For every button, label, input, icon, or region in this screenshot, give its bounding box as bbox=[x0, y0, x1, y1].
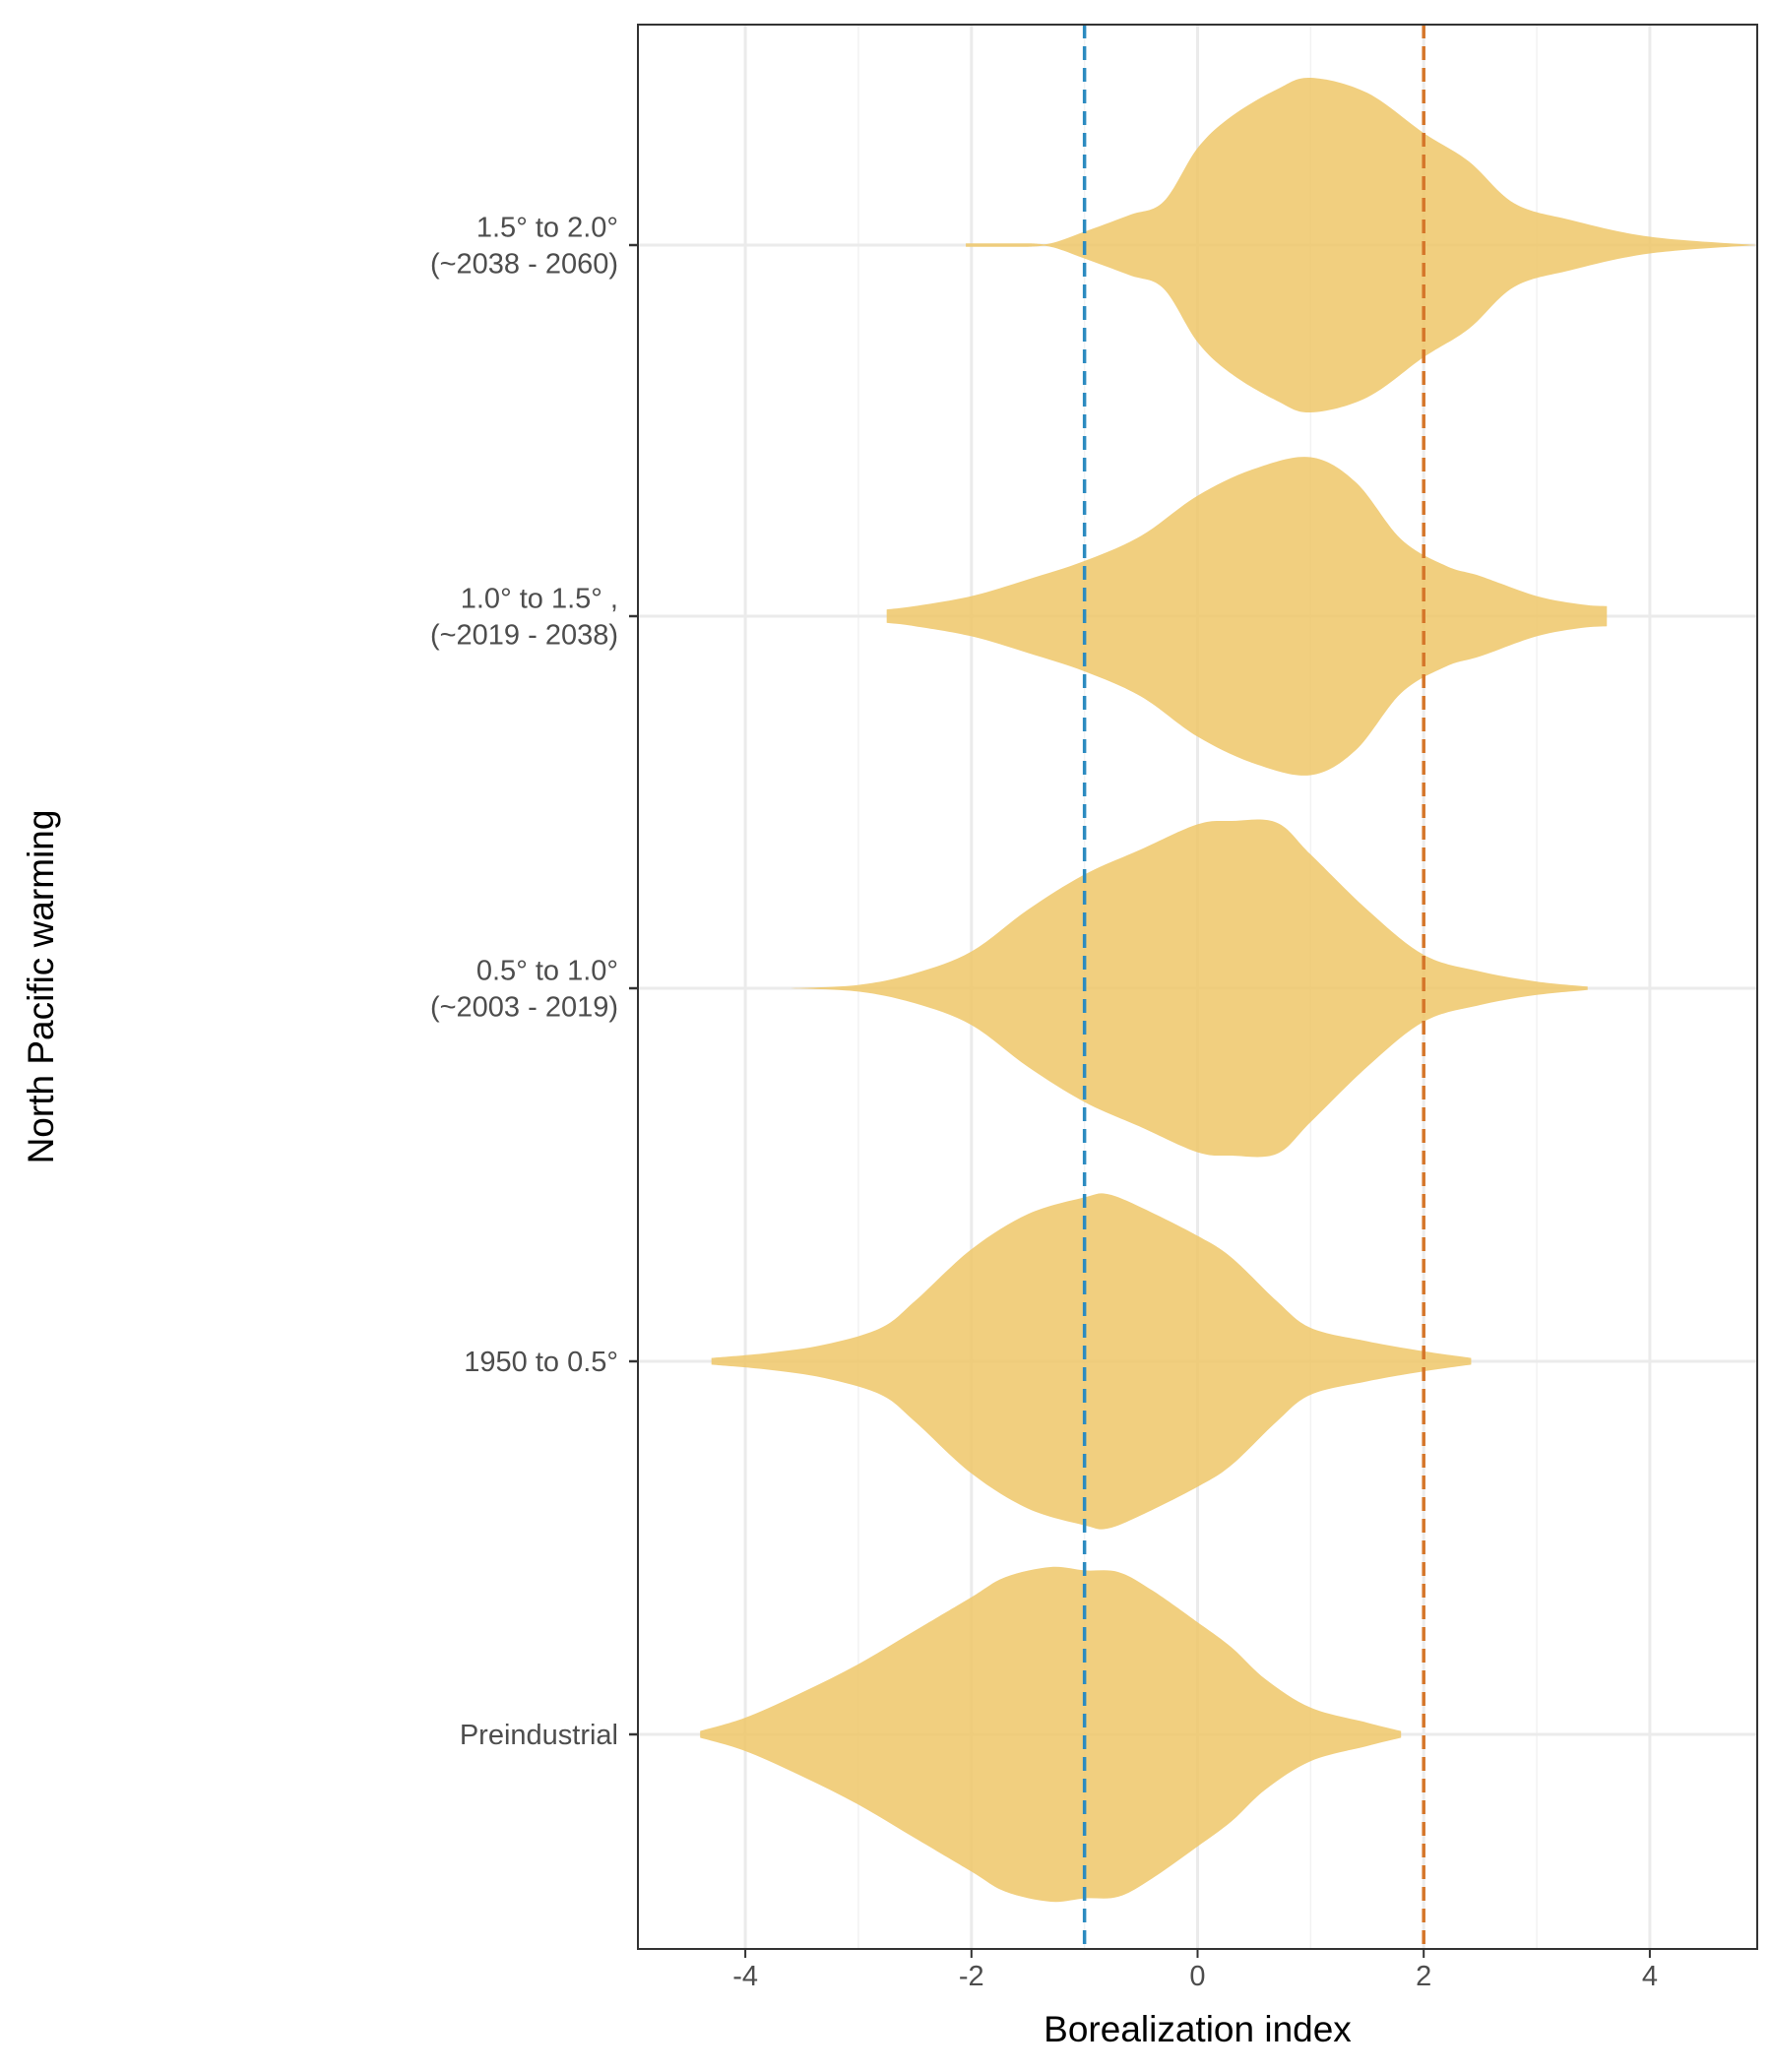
violin-4 bbox=[966, 77, 1757, 413]
violin-3 bbox=[886, 457, 1608, 776]
x-tick-label: -2 bbox=[959, 1961, 984, 1992]
y-tick-label: 1950 to 0.5° bbox=[464, 1347, 618, 1378]
y-tick-label: 1.5° to 2.0° bbox=[476, 213, 618, 244]
x-tick-label: -4 bbox=[732, 1961, 758, 1992]
y-tick-label: (~2019 - 2038) bbox=[430, 620, 618, 652]
violin-layer bbox=[700, 77, 1757, 1903]
x-tick-label: 2 bbox=[1416, 1961, 1431, 1992]
reference-lines bbox=[1082, 25, 1425, 1949]
y-tick-label: 1.0° to 1.5° , bbox=[461, 584, 618, 615]
y-tick-label: (~2038 - 2060) bbox=[430, 249, 618, 281]
x-axis-title: Borealization index bbox=[1044, 2009, 1352, 2049]
violin-0 bbox=[700, 1566, 1402, 1903]
y-axis-title: North Pacific warming bbox=[21, 810, 61, 1164]
y-tick-label: 0.5° to 1.0° bbox=[476, 956, 618, 987]
axis-layer: -4 -2 0 2 4 Preindustrial 1950 to 0.5° 0.5° to … bbox=[430, 213, 1658, 1993]
x-tick-label: 4 bbox=[1642, 1961, 1658, 1992]
violin-1 bbox=[711, 1193, 1472, 1530]
y-tick-label: (~2003 - 2019) bbox=[430, 992, 618, 1024]
y-tick-label: Preindustrial bbox=[460, 1720, 618, 1751]
x-tick-label: 0 bbox=[1189, 1961, 1205, 1992]
violin-2 bbox=[791, 819, 1588, 1158]
